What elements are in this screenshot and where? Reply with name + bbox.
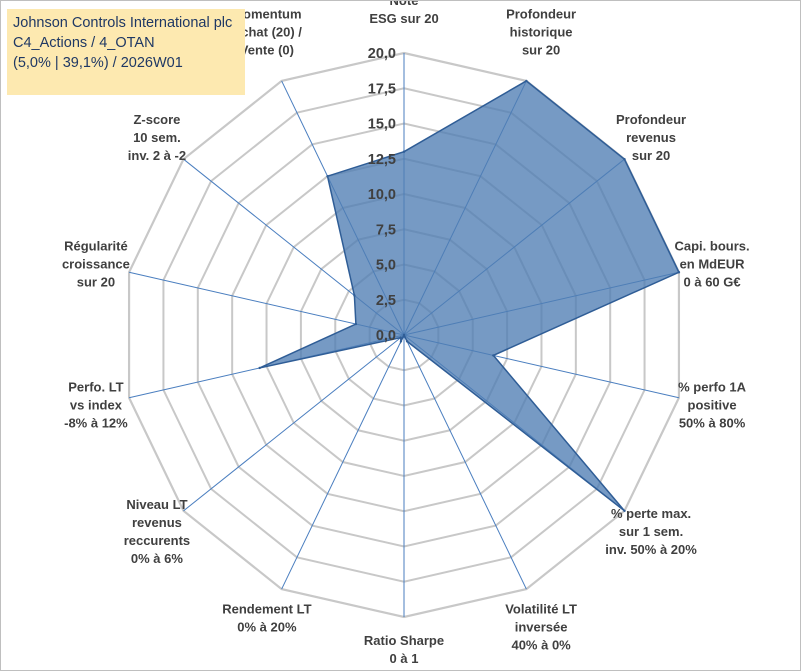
axis-label-9-line-1: Rendement LT [222, 602, 311, 617]
axis-label-10-line-4: 0% à 6% [131, 551, 183, 566]
chart-title-portfolio: C4_Actions / 4_OTAN [13, 35, 155, 51]
data-point-5 [492, 354, 495, 357]
axis-label-13-line-1: Z-score [133, 112, 180, 127]
tick-label-5-0: 5,0 [376, 258, 396, 274]
axis-label-3-line-2: revenus [626, 130, 676, 145]
data-point-3 [623, 157, 626, 161]
axis-label-5-line-3: 50% à 80% [679, 415, 746, 430]
chart-title-box: Johnson Controls International plc C4_Ac… [7, 9, 245, 95]
axis-label-12-line-2: croissance [62, 257, 130, 272]
axis-label-2-line-1: Profondeur [506, 6, 576, 21]
axis-label-6: % perte max. sur 1 sem. inv. 50% à 20% [605, 506, 697, 557]
axis-label-6-line-1: % perte max. [611, 506, 691, 521]
data-point-2 [525, 79, 528, 83]
axis-label-3-line-3: sur 20 [632, 148, 670, 163]
axis-label-10-line-3: reccurents [124, 533, 190, 548]
axis-label-14-line-2: Achat (20) / [232, 24, 302, 39]
axis-label-5-line-1: % perfo 1A [678, 379, 747, 394]
axis-label-12: Régularité croissance sur 20 [62, 239, 130, 290]
axis-label-9-line-2: 0% à 20% [237, 620, 297, 635]
axis-spoke-7 [403, 334, 527, 590]
axis-label-2: Profondeur historique sur 20 [506, 6, 576, 57]
axis-label-13: Z-score 10 sem. inv. 2 à -2 [128, 112, 186, 163]
axis-label-6-line-3: inv. 50% à 20% [605, 542, 697, 557]
axis-label-5-line-2: positive [688, 397, 737, 412]
axis-label-7-line-1: Volatilité LT [505, 602, 577, 617]
data-point-14 [326, 175, 329, 178]
axis-label-14: Momentum Achat (20) / Vente (0) [232, 6, 302, 57]
axis-label-14-line-3: Vente (0) [240, 42, 294, 57]
axis-label-3-line-1: Profondeur [616, 112, 686, 127]
data-point-10 [399, 336, 402, 339]
data-point-7 [405, 340, 409, 343]
axis-label-6-line-2: sur 1 sem. [619, 524, 683, 539]
data-point-6 [623, 509, 626, 513]
tick-label-15-0: 15,0 [368, 117, 396, 133]
axis-label-8-line-2: 0 à 1 [390, 651, 419, 666]
tick-label-7-5: 7,5 [376, 222, 396, 238]
axis-label-9: Rendement LT 0% à 20% [222, 602, 311, 635]
axis-label-11: Perfo. LT vs index -8% à 12% [64, 379, 128, 430]
axis-label-13-line-3: inv. 2 à -2 [128, 148, 186, 163]
tick-label-17-5: 17,5 [368, 81, 396, 97]
tick-label-20-0: 20,0 [368, 46, 396, 62]
axis-label-7-line-2: inversée [515, 620, 568, 635]
axis-label-12-line-1: Régularité [64, 239, 128, 254]
axis-label-11-line-2: vs index [70, 397, 123, 412]
tick-label-2-5: 2,5 [376, 293, 396, 309]
axis-label-4: Capi. bours. en MdEUR 0 à 60 G€ [675, 239, 750, 290]
chart-title-period: (5,0% | 39,1%) / 2026W01 [13, 55, 183, 71]
axis-label-12-line-3: sur 20 [77, 275, 115, 290]
axis-label-3: Profondeur revenus sur 20 [616, 112, 686, 163]
axis-label-4-line-1: Capi. bours. [675, 239, 750, 254]
tick-label-10-0: 10,0 [368, 187, 396, 203]
axis-label-8: Ratio Sharpe 0 à 1 [364, 633, 444, 666]
data-point-1 [402, 150, 406, 153]
tick-label-0-0: 0,0 [376, 328, 396, 344]
axis-label-5: % perfo 1A positive 50% à 80% [678, 379, 747, 430]
axis-label-8-line-1: Ratio Sharpe [364, 633, 444, 648]
axis-label-14-line-1: Momentum [232, 6, 301, 21]
axis-label-10: Niveau LT revenus reccurents 0% à 6% [124, 497, 190, 566]
tick-label-12-5: 12,5 [368, 152, 396, 168]
axis-spoke-9 [281, 334, 405, 590]
axis-label-4-line-2: en MdEUR [680, 257, 746, 272]
axis-label-1: Note ESG sur 20 [369, 1, 438, 26]
axis-label-7-line-3: 40% à 0% [511, 638, 571, 653]
axis-label-1-line-1: Note [390, 1, 419, 8]
data-point-9 [399, 340, 403, 343]
axis-label-13-line-2: 10 sem. [133, 130, 181, 145]
chart-title-company: Johnson Controls International plc [13, 15, 233, 31]
axis-label-11-line-1: Perfo. LT [68, 379, 123, 394]
data-point-11 [258, 366, 261, 370]
data-point-13 [353, 294, 356, 297]
axis-spoke-10 [183, 334, 405, 512]
axis-label-1-line-2: ESG sur 20 [369, 11, 438, 26]
data-point-4 [677, 271, 681, 274]
axis-label-2-line-2: historique [510, 24, 573, 39]
axis-label-10-line-1: Niveau LT [126, 497, 187, 512]
axis-label-7: Volatilité LT inversée 40% à 0% [505, 602, 577, 653]
data-point-12 [354, 322, 358, 326]
data-point-8 [402, 333, 406, 337]
axis-label-11-line-3: -8% à 12% [64, 415, 128, 430]
axis-label-4-line-3: 0 à 60 G€ [684, 275, 741, 290]
axis-label-2-line-3: sur 20 [522, 42, 560, 57]
axis-label-10-line-2: revenus [132, 515, 182, 530]
